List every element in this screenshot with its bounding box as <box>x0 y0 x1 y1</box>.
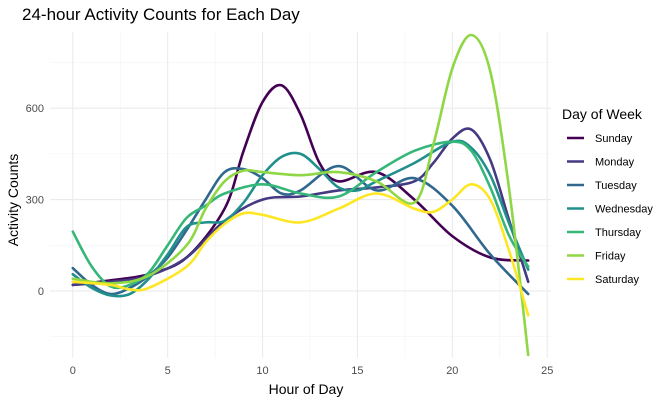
x-tick-label: 5 <box>165 365 171 377</box>
legend-label-thursday: Thursday <box>595 227 641 239</box>
legend: Day of Week Sunday Monday Tuesday Wednesday… <box>562 106 653 286</box>
series-line-tuesday <box>71 164 530 296</box>
series-line-friday <box>71 33 530 357</box>
y-axis-ticks: 0 300 600 <box>26 103 44 298</box>
y-tick-label: 600 <box>26 103 44 115</box>
legend-label-sunday: Sunday <box>595 133 633 145</box>
series-line-monday <box>71 127 530 287</box>
legend-label-wednesday: Wednesday <box>595 204 653 216</box>
legend-label-saturday: Saturday <box>595 274 640 286</box>
x-tick-label: 10 <box>256 365 268 377</box>
x-tick-label: 25 <box>541 365 553 377</box>
legend-title: Day of Week <box>562 106 643 122</box>
x-axis-title: Hour of Day <box>269 381 344 397</box>
legend-label-monday: Monday <box>595 157 635 169</box>
series-line-sunday <box>71 83 530 287</box>
x-tick-label: 20 <box>446 365 458 377</box>
series-lines <box>71 33 530 357</box>
legend-label-tuesday: Tuesday <box>595 180 637 192</box>
series-line-saturday <box>71 183 530 317</box>
series-line-thursday <box>71 140 530 290</box>
y-tick-label: 300 <box>26 195 44 207</box>
grid <box>50 32 551 358</box>
y-tick-label: 0 <box>38 286 44 298</box>
chart-title: 24-hour Activity Counts for Each Day <box>22 5 300 24</box>
x-tick-label: 0 <box>70 365 76 377</box>
legend-label-friday: Friday <box>595 251 626 263</box>
x-tick-label: 15 <box>351 365 363 377</box>
series-line-wednesday <box>71 139 530 298</box>
y-axis-title: Activity Counts <box>5 154 21 247</box>
x-axis-ticks: 0 5 10 15 20 25 <box>70 365 554 377</box>
